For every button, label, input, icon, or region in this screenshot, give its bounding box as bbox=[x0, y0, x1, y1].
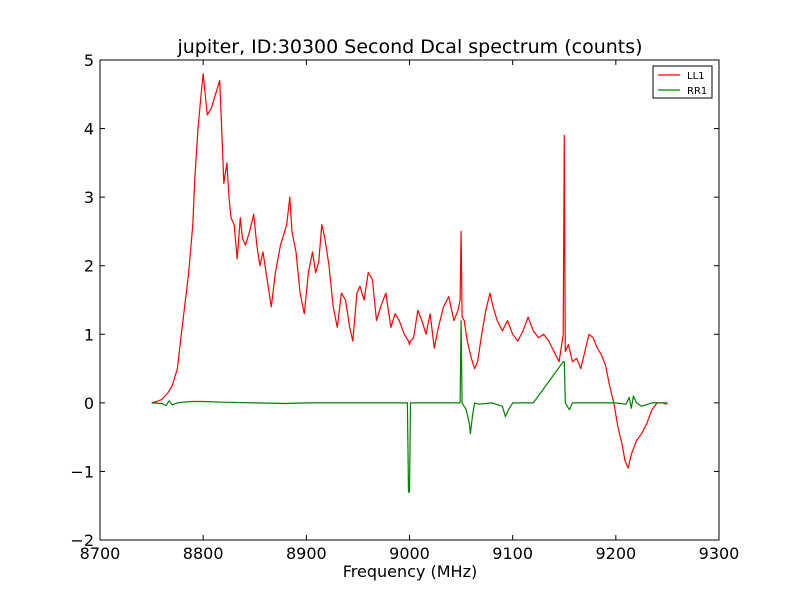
x-tick-label: 9300 bbox=[699, 544, 740, 563]
x-axis-label: Frequency (MHz) bbox=[343, 562, 477, 581]
legend-label-ll1: LL1 bbox=[687, 71, 705, 82]
chart-title: jupiter, ID:30300 Second Dcal spectrum (… bbox=[176, 36, 642, 58]
legend-box bbox=[652, 65, 713, 99]
series-layer bbox=[151, 73, 668, 493]
series-line-ll1 bbox=[151, 73, 668, 469]
y-tick-label: 5 bbox=[84, 51, 94, 70]
series-line-rr1 bbox=[151, 320, 668, 493]
y-tick-label: 1 bbox=[84, 325, 94, 344]
y-tick-label: −2 bbox=[70, 531, 94, 550]
x-tick-label: 9100 bbox=[492, 544, 533, 563]
y-tick-label: 2 bbox=[84, 257, 94, 276]
x-tick-label: 8900 bbox=[286, 544, 327, 563]
x-tick-label: 9200 bbox=[595, 544, 636, 563]
legend-label-rr1: RR1 bbox=[687, 86, 707, 97]
x-tick-label: 9000 bbox=[389, 544, 430, 563]
y-tick-label: −1 bbox=[70, 462, 94, 481]
x-tick-label: 8800 bbox=[183, 544, 224, 563]
axes-layer: 8700 8800 8900 9000 9100 9200 9300 −2 −1 0 1 2 3 4 5 bbox=[70, 51, 739, 563]
y-tick-label: 4 bbox=[84, 120, 94, 139]
y-tick-label: 3 bbox=[84, 188, 94, 207]
y-tick-label: 0 bbox=[84, 394, 94, 413]
x-tick-label: 8700 bbox=[80, 544, 121, 563]
